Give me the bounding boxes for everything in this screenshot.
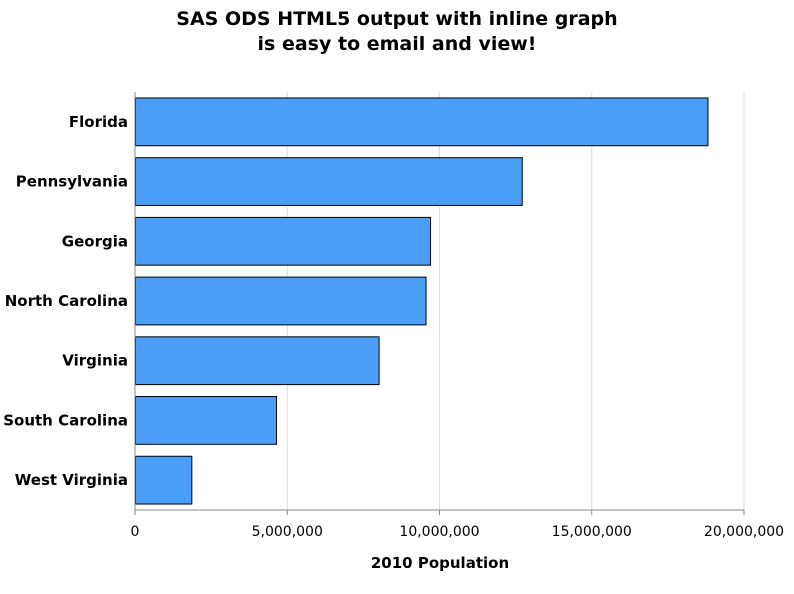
category-label: Florida bbox=[69, 113, 128, 131]
x-tick-label: 5,000,000 bbox=[252, 524, 323, 540]
axes bbox=[134, 92, 745, 515]
x-tick-labels: 0 5,000,000 10,000,000 15,000,000 20,000,000 bbox=[131, 524, 785, 540]
chart-title-line-1: SAS ODS HTML5 output with inline graph bbox=[176, 8, 617, 30]
bar-south-carolina bbox=[135, 396, 277, 445]
x-tick-label: 0 bbox=[131, 524, 140, 540]
bar-pennsylvania bbox=[135, 157, 523, 206]
bars bbox=[135, 97, 709, 505]
bar-virginia bbox=[135, 336, 380, 386]
category-label: Pennsylvania bbox=[16, 173, 128, 191]
bar-florida bbox=[135, 97, 709, 147]
x-tick-label: 20,000,000 bbox=[704, 524, 784, 540]
category-label: Georgia bbox=[62, 232, 128, 250]
chart-title-line-2: is easy to email and view! bbox=[258, 33, 537, 55]
x-tick-label: 10,000,000 bbox=[399, 524, 479, 540]
category-label: South Carolina bbox=[3, 411, 128, 429]
x-tick-label: 15,000,000 bbox=[552, 524, 632, 540]
x-axis-title: 2010 Population bbox=[371, 554, 509, 572]
bar-west-virginia bbox=[135, 455, 193, 505]
category-label: Virginia bbox=[62, 352, 128, 370]
category-label: West Virginia bbox=[15, 471, 128, 489]
bar-georgia bbox=[135, 216, 432, 266]
category-labels: Florida Pennsylvania Georgia North Carolina… bbox=[3, 113, 128, 489]
bar-north-carolina bbox=[135, 276, 427, 326]
category-label: North Carolina bbox=[5, 292, 128, 310]
